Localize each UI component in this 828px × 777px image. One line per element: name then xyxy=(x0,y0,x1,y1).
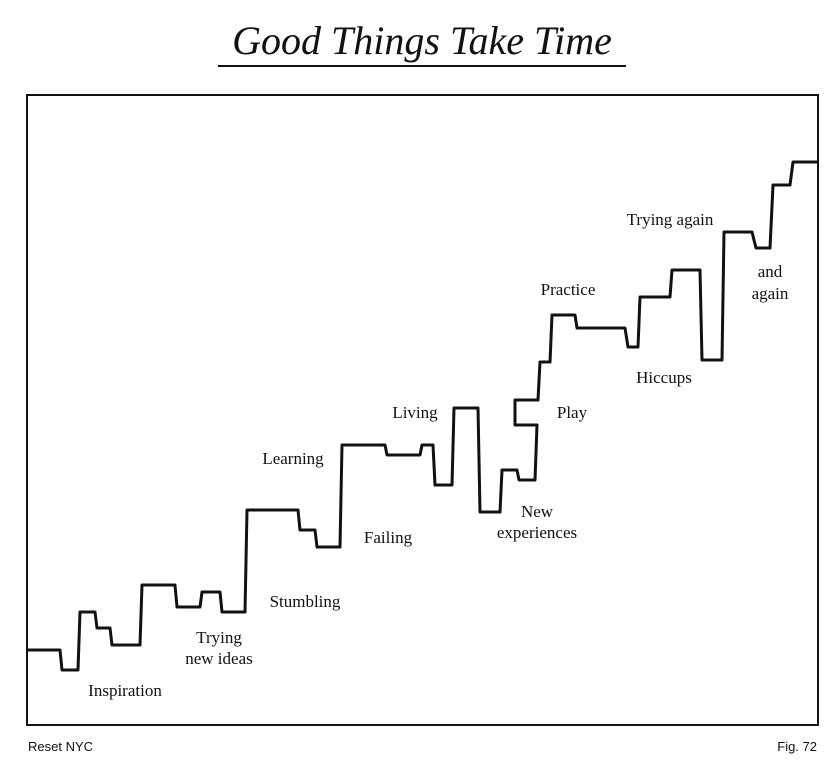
label: Play xyxy=(557,403,588,422)
label: Failing xyxy=(364,528,413,547)
label: Practice xyxy=(541,280,596,299)
label: Hiccups xyxy=(636,368,692,387)
frame xyxy=(26,94,819,726)
label: Inspiration xyxy=(88,681,162,700)
label: Trying again xyxy=(627,210,714,229)
label: experiences xyxy=(497,523,577,542)
label: Stumbling xyxy=(270,592,341,611)
label: new ideas xyxy=(185,649,253,668)
label: Trying xyxy=(196,628,242,647)
label: Learning xyxy=(262,449,324,468)
journey-line xyxy=(26,160,819,672)
label: and xyxy=(758,262,783,281)
footer-left: Reset NYC xyxy=(28,739,93,754)
label: New xyxy=(521,502,554,521)
label: again xyxy=(752,284,789,303)
label: Living xyxy=(392,403,438,422)
title: Good Things Take Time xyxy=(232,18,612,63)
footer-right: Fig. 72 xyxy=(777,739,817,754)
